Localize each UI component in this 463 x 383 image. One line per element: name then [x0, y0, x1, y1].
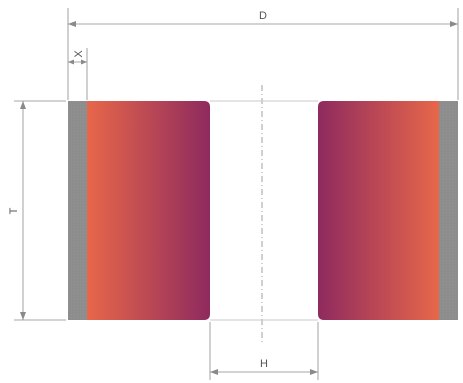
- dimension-t-label: T: [8, 207, 20, 214]
- dimension-h-label: H: [260, 358, 268, 370]
- dimension-t: T: [8, 100, 66, 321]
- dimension-d: D: [67, 8, 459, 100]
- dimension-d-arrow-left: [68, 21, 76, 27]
- wheel-right-section: [318, 101, 458, 320]
- dimension-h-arrow-left: [210, 369, 218, 375]
- wheel-right-abrasive: [318, 101, 439, 320]
- wheel-left-section: [68, 101, 210, 320]
- dimension-h-arrow-right: [310, 369, 318, 375]
- dimension-t-arrow-bottom: [20, 312, 26, 320]
- dimension-d-label: D: [259, 10, 267, 22]
- dimension-h: H: [209, 322, 319, 380]
- dimension-t-arrow-top: [20, 101, 26, 109]
- wheel-left-abrasive: [87, 101, 210, 320]
- dimension-x: X: [68, 48, 88, 100]
- dimension-d-arrow-right: [450, 21, 458, 27]
- wheel-right-rim: [439, 101, 458, 320]
- dimension-x-arrow-right: [81, 59, 87, 65]
- dimension-x-label: X: [73, 50, 85, 58]
- wheel-left-rim: [68, 101, 87, 320]
- dimension-x-arrow-left: [68, 59, 74, 65]
